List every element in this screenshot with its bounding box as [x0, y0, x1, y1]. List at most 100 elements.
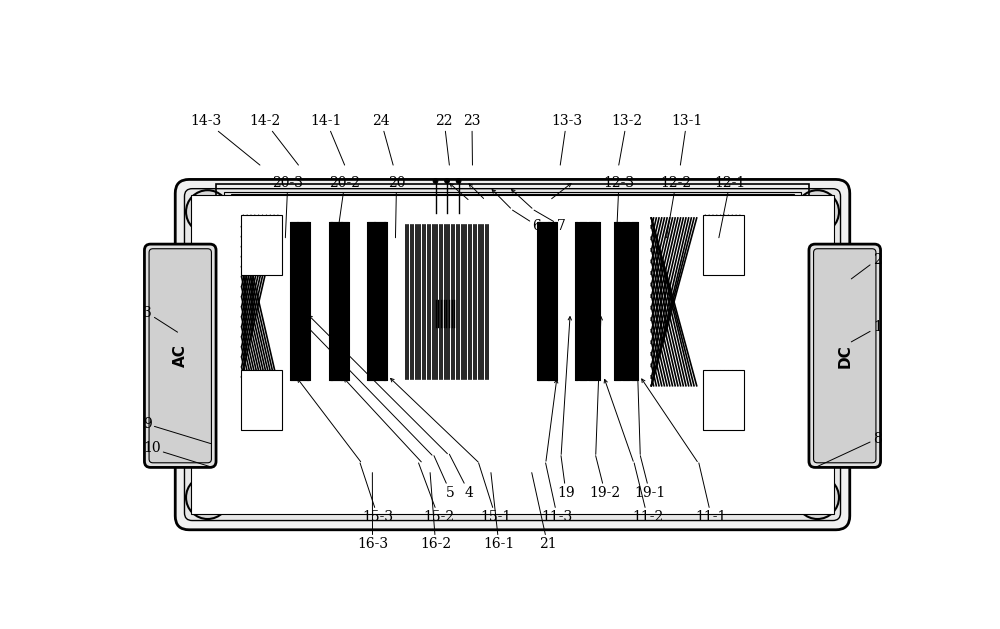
- Circle shape: [834, 262, 856, 284]
- Circle shape: [802, 196, 833, 227]
- Bar: [434, 298, 459, 329]
- Text: 9: 9: [143, 417, 211, 443]
- FancyBboxPatch shape: [809, 244, 881, 467]
- Bar: [231, 199, 794, 421]
- Text: 2: 2: [851, 252, 882, 279]
- Bar: [241, 217, 280, 387]
- Text: 7: 7: [534, 210, 565, 233]
- Bar: [790, 221, 811, 440]
- Bar: [536, 220, 558, 384]
- Bar: [235, 406, 790, 421]
- Text: 3: 3: [143, 306, 178, 332]
- Text: 11-2: 11-2: [632, 463, 663, 524]
- FancyBboxPatch shape: [144, 244, 216, 467]
- Circle shape: [808, 488, 827, 507]
- Circle shape: [802, 482, 833, 513]
- Circle shape: [456, 179, 461, 183]
- Bar: [401, 217, 493, 387]
- Text: DC: DC: [837, 344, 852, 367]
- Text: 20-3: 20-3: [272, 176, 303, 238]
- Text: 4: 4: [449, 454, 474, 500]
- Circle shape: [169, 427, 191, 449]
- Bar: [575, 220, 601, 384]
- Circle shape: [186, 476, 229, 519]
- Bar: [241, 221, 499, 392]
- Bar: [526, 221, 784, 392]
- Text: 16-1: 16-1: [483, 472, 514, 551]
- Text: 15-3: 15-3: [360, 463, 393, 524]
- FancyBboxPatch shape: [184, 189, 841, 521]
- Circle shape: [198, 203, 217, 221]
- Bar: [703, 370, 744, 430]
- Bar: [328, 220, 350, 384]
- FancyBboxPatch shape: [149, 248, 211, 463]
- Circle shape: [828, 257, 862, 291]
- Bar: [235, 198, 790, 209]
- Bar: [497, 199, 528, 421]
- Text: 20: 20: [388, 176, 405, 238]
- Circle shape: [186, 190, 229, 233]
- Circle shape: [163, 257, 197, 291]
- Bar: [290, 220, 312, 384]
- Bar: [365, 217, 391, 387]
- Bar: [573, 217, 603, 387]
- Bar: [613, 220, 640, 384]
- Text: 12-2: 12-2: [660, 176, 691, 238]
- Circle shape: [169, 262, 191, 284]
- Text: 12-1: 12-1: [714, 176, 745, 238]
- Text: 22: 22: [436, 114, 453, 165]
- Text: 6: 6: [512, 210, 541, 233]
- Text: 20-2: 20-2: [329, 176, 360, 238]
- Text: 8: 8: [817, 431, 882, 467]
- Text: 19-2: 19-2: [590, 455, 621, 500]
- Bar: [191, 195, 834, 515]
- Text: 15-2: 15-2: [419, 463, 454, 524]
- Circle shape: [796, 476, 839, 519]
- Circle shape: [828, 421, 862, 455]
- Circle shape: [445, 179, 449, 183]
- Bar: [611, 217, 642, 387]
- Text: 14-2: 14-2: [249, 114, 298, 165]
- Bar: [214, 221, 235, 440]
- Text: 13-2: 13-2: [611, 114, 642, 165]
- Bar: [235, 215, 505, 398]
- Circle shape: [834, 427, 856, 449]
- Bar: [534, 217, 560, 387]
- Bar: [241, 370, 282, 430]
- Text: 11-1: 11-1: [696, 463, 727, 524]
- Text: 15-1: 15-1: [479, 463, 511, 524]
- Text: 1: 1: [851, 320, 882, 342]
- Circle shape: [198, 488, 217, 507]
- Bar: [241, 215, 282, 275]
- Bar: [703, 215, 744, 275]
- Text: 19: 19: [557, 455, 575, 500]
- Text: 10: 10: [143, 442, 211, 467]
- Text: 24: 24: [372, 114, 393, 165]
- Text: 23: 23: [463, 114, 481, 165]
- Circle shape: [192, 482, 223, 513]
- Text: 19-1: 19-1: [634, 455, 665, 500]
- Text: 5: 5: [434, 455, 455, 500]
- Circle shape: [808, 203, 827, 221]
- Circle shape: [796, 190, 839, 233]
- Circle shape: [163, 421, 197, 455]
- Bar: [231, 402, 794, 425]
- Circle shape: [192, 196, 223, 227]
- Bar: [404, 220, 490, 384]
- Text: 21: 21: [532, 472, 556, 551]
- Bar: [224, 192, 801, 429]
- Text: 16-2: 16-2: [420, 472, 451, 551]
- Bar: [288, 217, 314, 387]
- Text: 12-3: 12-3: [603, 176, 634, 238]
- FancyBboxPatch shape: [814, 248, 876, 463]
- Bar: [520, 215, 790, 398]
- Circle shape: [433, 179, 438, 183]
- Bar: [651, 217, 697, 387]
- Bar: [216, 184, 809, 437]
- Bar: [367, 220, 389, 384]
- Text: 13-3: 13-3: [551, 114, 582, 165]
- Text: AC: AC: [173, 344, 188, 367]
- Bar: [326, 217, 352, 387]
- Text: 11-3: 11-3: [542, 463, 573, 524]
- Text: 13-1: 13-1: [671, 114, 702, 165]
